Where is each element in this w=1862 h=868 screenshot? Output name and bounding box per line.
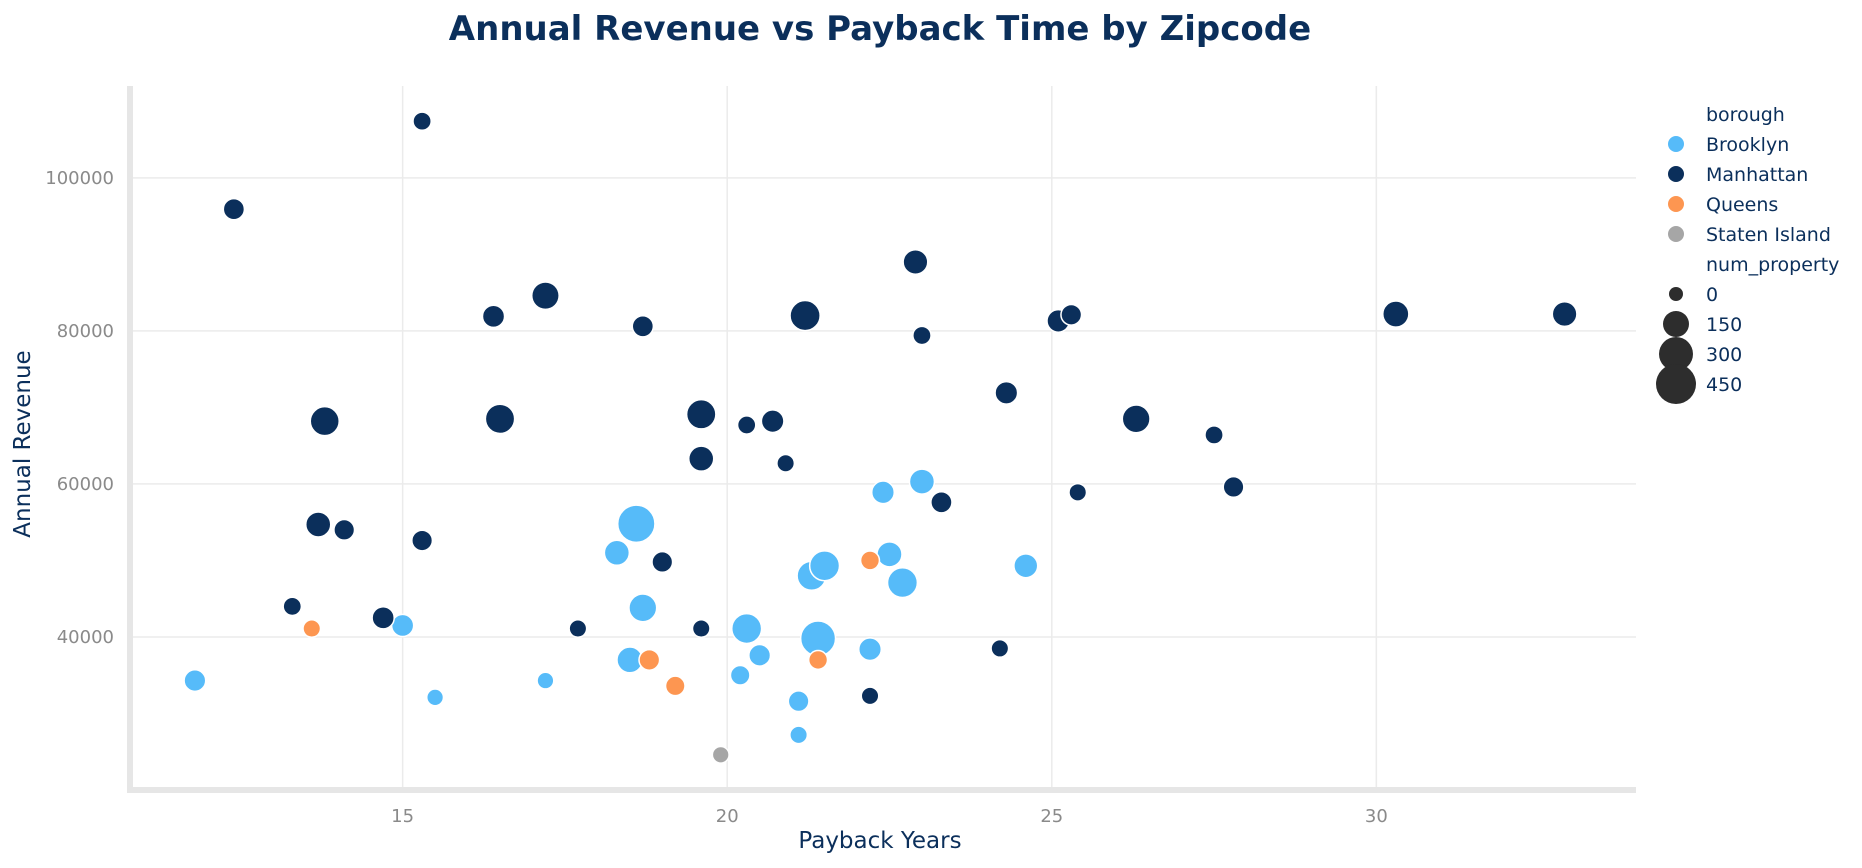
data-point bbox=[664, 675, 686, 697]
legend-marker bbox=[1668, 136, 1684, 152]
data-point bbox=[631, 314, 655, 338]
data-point bbox=[876, 541, 903, 568]
data-point bbox=[536, 671, 555, 690]
data-point bbox=[789, 725, 809, 745]
data-point bbox=[870, 480, 896, 505]
legend-size-label: 300 bbox=[1706, 344, 1742, 366]
data-point bbox=[530, 281, 560, 311]
data-point bbox=[902, 248, 929, 276]
data-point bbox=[222, 197, 246, 221]
y-tick-label: 60000 bbox=[57, 474, 114, 495]
data-point bbox=[807, 649, 829, 671]
data-point bbox=[787, 690, 810, 713]
x-tick-label: 15 bbox=[391, 806, 414, 827]
legend-marker bbox=[1668, 226, 1684, 242]
data-point bbox=[990, 638, 1010, 658]
data-point bbox=[282, 596, 303, 617]
grid bbox=[130, 86, 1636, 790]
data-point bbox=[1551, 300, 1578, 328]
data-point bbox=[484, 403, 516, 435]
legend-size-title: num_property bbox=[1706, 254, 1839, 276]
data-point bbox=[333, 518, 356, 541]
data-point bbox=[1013, 553, 1039, 579]
legend-entry: Queens bbox=[1706, 194, 1778, 216]
legend-size-marker bbox=[1663, 311, 1689, 337]
legend-hue-title: borough bbox=[1706, 104, 1785, 126]
data-point bbox=[309, 405, 340, 437]
data-point bbox=[425, 688, 445, 707]
data-point bbox=[1222, 475, 1245, 499]
data-point bbox=[691, 619, 711, 639]
legend-size-label: 0 bbox=[1706, 284, 1718, 306]
y-axis-label: Annual Revenue bbox=[10, 350, 36, 537]
data-point bbox=[183, 669, 207, 693]
axes: 15 20 25 30 40000 60000 80000 100000 bbox=[45, 86, 1636, 827]
data-point bbox=[776, 453, 796, 473]
legend-entry: Staten Island bbox=[1706, 224, 1831, 246]
data-point bbox=[1204, 425, 1224, 445]
legend-size-label: 150 bbox=[1706, 314, 1742, 336]
data-point bbox=[651, 550, 674, 574]
data-point bbox=[412, 111, 432, 132]
data-point bbox=[711, 745, 730, 764]
data-points bbox=[183, 111, 1578, 764]
x-tick-label: 20 bbox=[716, 806, 739, 827]
y-tick-label: 100000 bbox=[45, 168, 114, 189]
data-point bbox=[886, 566, 919, 599]
legend-entry: Manhattan bbox=[1706, 164, 1808, 186]
data-point bbox=[603, 539, 631, 567]
data-point bbox=[371, 606, 395, 630]
data-point bbox=[685, 398, 717, 430]
series-brooklyn bbox=[183, 468, 1039, 745]
data-point bbox=[912, 325, 932, 346]
data-point bbox=[789, 299, 821, 332]
data-point bbox=[736, 415, 757, 435]
y-tick-label: 80000 bbox=[57, 321, 114, 342]
legend-entry: Brooklyn bbox=[1706, 134, 1789, 156]
data-point bbox=[302, 619, 322, 639]
legend-size-marker bbox=[1669, 287, 1683, 301]
data-point bbox=[638, 648, 661, 671]
series-staten-island bbox=[711, 745, 730, 764]
chart-title: Annual Revenue vs Payback Time by Zipcod… bbox=[449, 9, 1311, 49]
data-point bbox=[687, 445, 715, 472]
data-point bbox=[1121, 404, 1151, 434]
data-point bbox=[930, 490, 953, 514]
y-tick-label: 40000 bbox=[57, 627, 114, 648]
data-point bbox=[628, 593, 658, 623]
legend-size-marker bbox=[1659, 337, 1693, 371]
data-point bbox=[808, 550, 841, 582]
data-point bbox=[994, 380, 1019, 405]
data-point bbox=[859, 550, 881, 571]
data-point bbox=[760, 409, 785, 434]
legend-marker bbox=[1668, 196, 1684, 212]
x-axis-label: Payback Years bbox=[798, 828, 961, 854]
legend-size-marker bbox=[1656, 364, 1696, 404]
data-point bbox=[860, 686, 880, 706]
data-point bbox=[731, 612, 763, 645]
series-queens bbox=[302, 550, 881, 697]
data-point bbox=[908, 468, 936, 495]
x-tick-label: 30 bbox=[1365, 806, 1388, 827]
x-tick-label: 25 bbox=[1040, 806, 1063, 827]
legend: borough Brooklyn Manhattan Queens Staten Isl… bbox=[1656, 104, 1839, 404]
series-manhattan bbox=[222, 111, 1578, 706]
data-point bbox=[729, 664, 751, 686]
data-point bbox=[1060, 303, 1083, 326]
data-point bbox=[857, 637, 883, 662]
data-point bbox=[1068, 482, 1088, 502]
data-point bbox=[748, 643, 772, 667]
legend-size-label: 450 bbox=[1706, 374, 1742, 396]
data-point bbox=[305, 511, 332, 538]
data-point bbox=[568, 619, 588, 639]
legend-marker bbox=[1668, 166, 1684, 182]
data-point bbox=[411, 529, 434, 552]
data-point bbox=[481, 304, 506, 329]
data-point bbox=[616, 504, 656, 544]
data-point bbox=[1382, 300, 1410, 328]
